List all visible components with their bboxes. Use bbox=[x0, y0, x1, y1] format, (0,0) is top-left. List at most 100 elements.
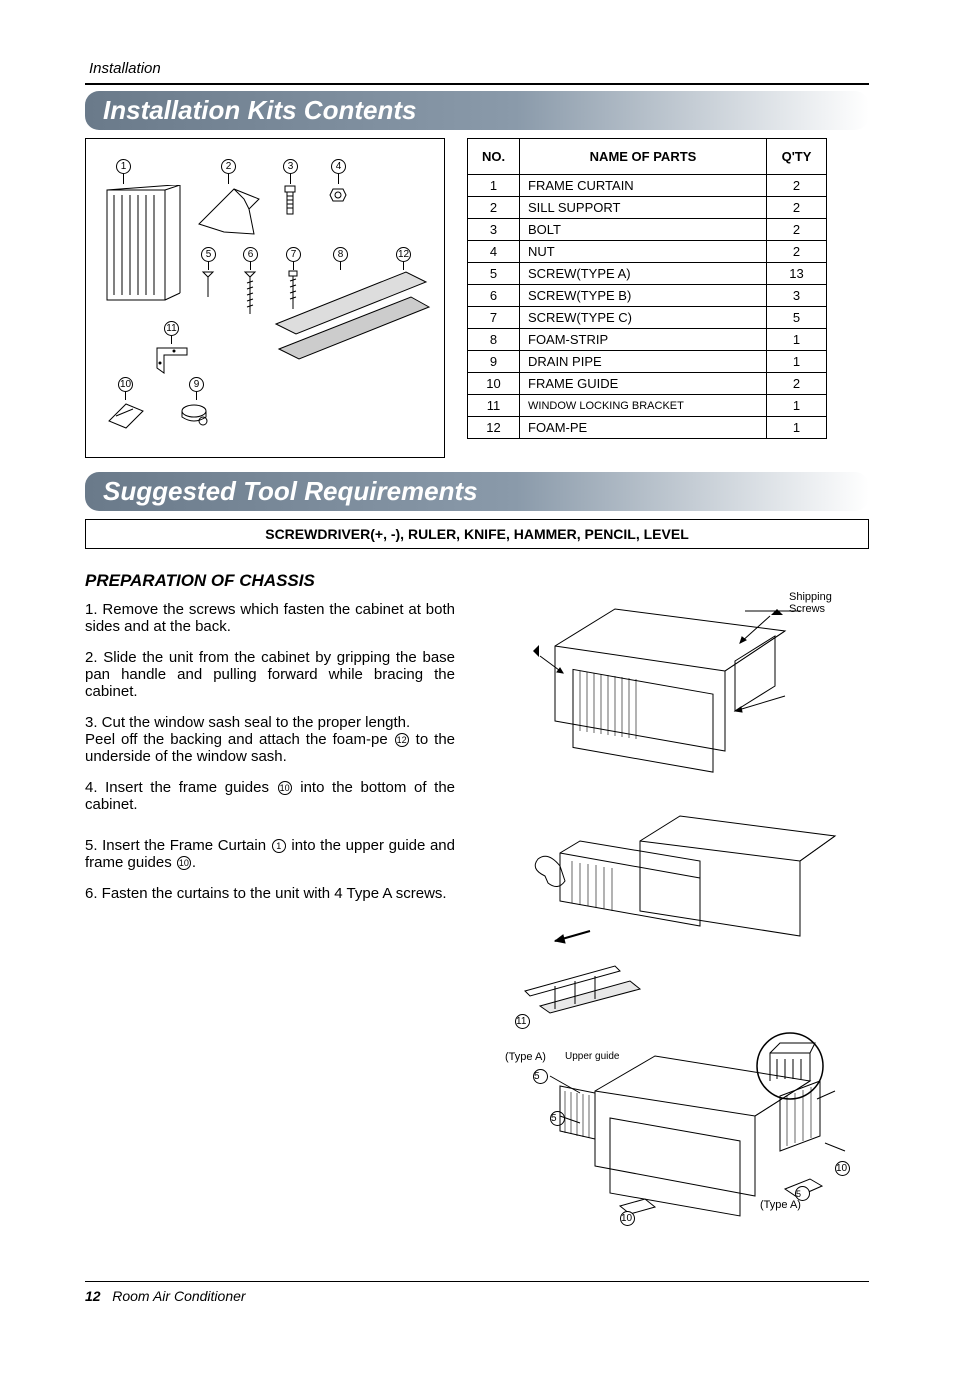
section-label: Installation bbox=[85, 60, 869, 77]
cell-name: SILL SUPPORT bbox=[520, 197, 767, 219]
col-name: NAME OF PARTS bbox=[520, 139, 767, 175]
callout-9: 9 bbox=[189, 377, 204, 392]
cell-qty: 1 bbox=[767, 329, 827, 351]
cell-name: SCREW(TYPE A) bbox=[520, 263, 767, 285]
table-row: 2SILL SUPPORT2 bbox=[468, 197, 827, 219]
table-row: 11WINDOW LOCKING BRACKET1 bbox=[468, 395, 827, 417]
cell-qty: 2 bbox=[767, 219, 827, 241]
cell-no: 2 bbox=[468, 197, 520, 219]
step-5: 5. Insert the Frame Curtain 1 into the u… bbox=[85, 837, 455, 871]
table-row: 7SCREW(TYPE C)5 bbox=[468, 307, 827, 329]
callout-10: 10 bbox=[118, 377, 133, 392]
cell-name: FOAM-STRIP bbox=[520, 329, 767, 351]
callout-2: 2 bbox=[221, 159, 236, 174]
table-row: 12FOAM-PE1 bbox=[468, 417, 827, 439]
fig4-ref-10a: 10 bbox=[620, 1211, 635, 1226]
page-number: 12 bbox=[85, 1288, 101, 1304]
cell-qty: 2 bbox=[767, 197, 827, 219]
table-row: 6SCREW(TYPE B)3 bbox=[468, 285, 827, 307]
callout-3: 3 bbox=[283, 159, 298, 174]
cell-name: SCREW(TYPE B) bbox=[520, 285, 767, 307]
table-row: 10FRAME GUIDE2 bbox=[468, 373, 827, 395]
table-row: 8FOAM-STRIP1 bbox=[468, 329, 827, 351]
step-5-post: . bbox=[192, 854, 196, 871]
cell-name: FRAME GUIDE bbox=[520, 373, 767, 395]
step-3b-pre: Peel off the backing and attach the foam… bbox=[85, 731, 388, 748]
step-5-pre: 5. Insert the Frame Curtain bbox=[85, 837, 266, 854]
cell-qty: 1 bbox=[767, 417, 827, 439]
heading-tools: Suggested Tool Requirements bbox=[103, 476, 851, 507]
horizontal-rule bbox=[85, 83, 869, 85]
callout-4: 4 bbox=[331, 159, 346, 174]
cell-name: NUT bbox=[520, 241, 767, 263]
callout-5: 5 bbox=[201, 247, 216, 262]
fig4-type-a-right: (Type A) bbox=[760, 1199, 801, 1211]
heading-kits: Installation Kits Contents bbox=[103, 95, 851, 126]
callout-1: 1 bbox=[116, 159, 131, 174]
cell-no: 4 bbox=[468, 241, 520, 263]
screw-arrow-icon bbox=[533, 645, 539, 657]
steps-list: 1. Remove the screws which fasten the ca… bbox=[85, 601, 455, 1221]
part-sill-support-icon bbox=[194, 184, 264, 239]
table-row: 4NUT2 bbox=[468, 241, 827, 263]
cell-no: 1 bbox=[468, 175, 520, 197]
cell-name: FRAME CURTAIN bbox=[520, 175, 767, 197]
part-drain-pipe-icon bbox=[179, 401, 214, 431]
callout-6: 6 bbox=[243, 247, 258, 262]
cell-no: 9 bbox=[468, 351, 520, 373]
cell-name: DRAIN PIPE bbox=[520, 351, 767, 373]
part-frame-curtain-icon bbox=[102, 185, 182, 315]
part-screw-a-icon bbox=[201, 269, 215, 301]
cell-name: FOAM-PE bbox=[520, 417, 767, 439]
cell-no: 7 bbox=[468, 307, 520, 329]
tools-list: SCREWDRIVER(+, -), RULER, KNIFE, HAMMER,… bbox=[85, 519, 869, 549]
part-foam-strips-icon bbox=[271, 269, 431, 364]
cell-qty: 2 bbox=[767, 373, 827, 395]
inline-ref-10-icon: 10 bbox=[278, 781, 292, 795]
figure-1-cabinet-icon bbox=[525, 601, 825, 776]
step-2: 2. Slide the unit from the cabinet by gr… bbox=[85, 649, 455, 700]
label-leader-icon bbox=[745, 603, 815, 623]
callout-11: 11 bbox=[164, 321, 179, 336]
cell-qty: 5 bbox=[767, 307, 827, 329]
cell-no: 10 bbox=[468, 373, 520, 395]
table-row: 3BOLT2 bbox=[468, 219, 827, 241]
table-row: 9DRAIN PIPE1 bbox=[468, 351, 827, 373]
step-4: 4. Insert the frame guides 10 into the b… bbox=[85, 779, 455, 813]
callout-12: 12 bbox=[396, 247, 411, 262]
prep-heading: PREPARATION OF CHASSIS bbox=[85, 571, 869, 591]
parts-table: NO. NAME OF PARTS Q'TY 1FRAME CURTAIN22S… bbox=[467, 138, 827, 439]
step-6: 6. Fasten the curtains to the unit with … bbox=[85, 885, 455, 902]
cell-no: 6 bbox=[468, 285, 520, 307]
cell-name: WINDOW LOCKING BRACKET bbox=[520, 395, 767, 417]
cell-name: BOLT bbox=[520, 219, 767, 241]
step-3a: 3. Cut the window sash seal to the prope… bbox=[85, 714, 410, 731]
step-3: 3. Cut the window sash seal to the prope… bbox=[85, 714, 455, 765]
part-screw-b-icon bbox=[243, 269, 257, 319]
cell-qty: 2 bbox=[767, 241, 827, 263]
part-frame-guide-icon bbox=[106, 401, 146, 431]
part-bracket-icon bbox=[152, 343, 192, 378]
fig3-ref-11: 11 bbox=[515, 1014, 530, 1029]
cell-qty: 13 bbox=[767, 263, 827, 285]
step-4-pre: 4. Insert the frame guides bbox=[85, 779, 269, 796]
heading-tools-bar: Suggested Tool Requirements bbox=[85, 472, 869, 511]
col-qty: Q'TY bbox=[767, 139, 827, 175]
figure-3-sash-icon bbox=[520, 961, 670, 1016]
inline-ref-12-icon: 12 bbox=[395, 733, 409, 747]
figure-4-zoom-icon bbox=[755, 1031, 825, 1101]
heading-kits-bar: Installation Kits Contents bbox=[85, 91, 869, 130]
cell-no: 8 bbox=[468, 329, 520, 351]
col-no: NO. bbox=[468, 139, 520, 175]
fig4-ref-10b: 10 bbox=[835, 1161, 850, 1176]
footer-title: Room Air Conditioner bbox=[112, 1288, 245, 1304]
cell-qty: 1 bbox=[767, 395, 827, 417]
kit-parts-diagram: 1 2 3 4 5 6 7 8 12 bbox=[85, 138, 445, 458]
part-nut-icon bbox=[329, 187, 347, 203]
step-1: 1. Remove the screws which fasten the ca… bbox=[85, 601, 455, 635]
part-bolt-icon bbox=[280, 184, 300, 219]
callout-8: 8 bbox=[333, 247, 348, 262]
callout-7: 7 bbox=[286, 247, 301, 262]
cell-name: SCREW(TYPE C) bbox=[520, 307, 767, 329]
figure-2-slide-icon bbox=[520, 781, 840, 956]
